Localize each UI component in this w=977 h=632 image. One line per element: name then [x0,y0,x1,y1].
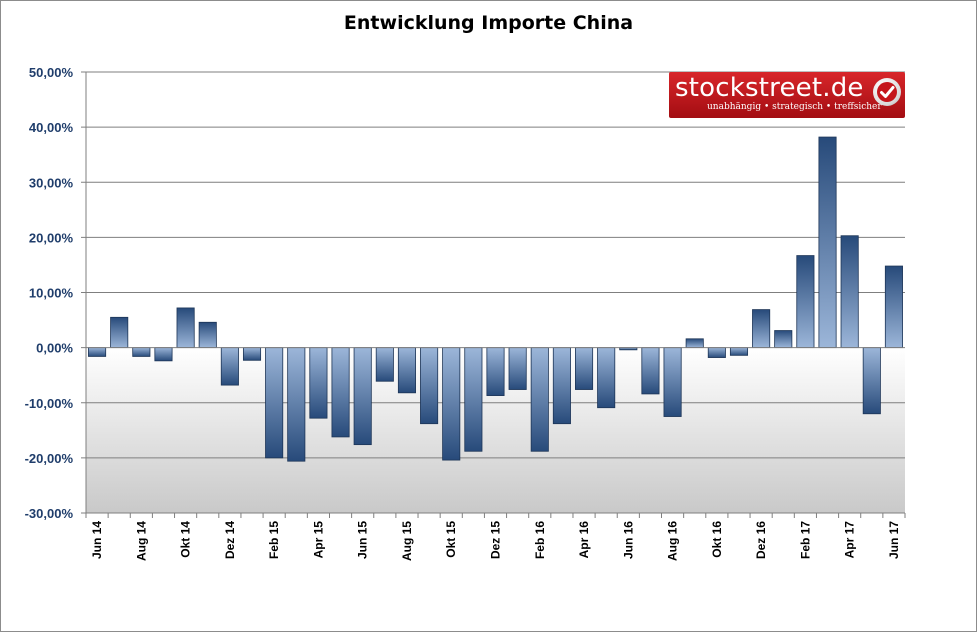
bar [862,347,881,415]
y-tick-label: 0,00% [36,341,73,356]
bar [309,347,328,419]
y-tick-label: 20,00% [29,230,74,245]
x-tick-label: Okt 15 [444,521,458,558]
y-tick-label: -10,00% [25,396,74,411]
bar [287,347,306,462]
bar [707,347,726,358]
bar [110,316,129,349]
bar [530,347,549,452]
x-tick-label: Okt 16 [710,521,724,558]
bars [88,136,903,462]
bar [729,347,749,356]
x-tick-label: Okt 14 [179,521,193,558]
bar [464,347,483,452]
bar [242,347,262,361]
x-tick-label: Dez 14 [223,521,237,559]
x-tick-label: Apr 15 [311,521,325,559]
bar [442,347,461,461]
x-tick-label: Jun 14 [90,521,104,559]
y-tick-label: -30,00% [25,506,74,521]
bar [265,347,284,459]
bar [420,347,439,425]
x-tick-label: Jun 16 [621,521,635,559]
bar [176,307,195,349]
bar [818,136,837,349]
bar [508,347,527,390]
bar [774,330,793,349]
logo-tagline: unabhängig • strategisch • treffsicher [707,102,882,112]
bar [752,309,771,349]
y-tick-label: 40,00% [29,120,74,135]
y-tick-label: 50,00% [29,65,74,80]
bar [154,347,173,362]
x-tick-label: Aug 14 [134,521,148,561]
bar [685,338,704,349]
bar [597,347,616,409]
bar [375,347,394,382]
y-tick-label: 30,00% [29,175,74,190]
x-tick-label: Feb 16 [533,521,547,559]
x-tick-label: Dez 16 [754,521,768,559]
bar [796,255,815,349]
chart-title: Entwicklung Importe China [343,12,634,34]
x-tick-label: Feb 17 [798,521,812,559]
checkmark-icon [873,78,901,106]
bar [198,321,217,349]
x-tick-label: Dez 15 [489,521,503,559]
bar [552,347,571,425]
bar [132,347,151,357]
x-tick-label: Apr 17 [843,521,857,559]
x-tick-label: Jun 17 [887,521,901,559]
y-tick-labels: 50,00% 40,00% 30,00% 20,00% 10,00% 0,00% -10,0… [25,65,74,521]
logo-wordmark: stockstreet.de [675,73,864,103]
x-tick-label: Aug 16 [666,521,680,561]
bar [575,347,594,390]
x-tick-label: Aug 15 [400,521,414,561]
bar [88,347,107,357]
x-tick-label: Feb 15 [267,521,281,559]
bar [641,347,660,395]
bar [220,347,239,386]
stockstreet-logo: stockstreet.de unabhängig • strategisch … [669,72,905,118]
bar [486,347,505,396]
axes [81,71,906,518]
y-tick-label: -20,00% [25,451,74,466]
y-tick-label: 10,00% [29,286,74,301]
x-tick-label: Jun 15 [356,521,370,559]
bar [884,265,903,349]
bar [331,347,350,438]
bar [397,347,416,394]
x-tick-labels: Jun 14 Aug 14 Okt 14 Dez 14 Feb 15 Apr 15 Jun … [90,521,901,561]
bar [353,347,372,446]
x-tick-label: Apr 16 [577,521,591,559]
bar [663,347,682,417]
bar [840,235,859,349]
